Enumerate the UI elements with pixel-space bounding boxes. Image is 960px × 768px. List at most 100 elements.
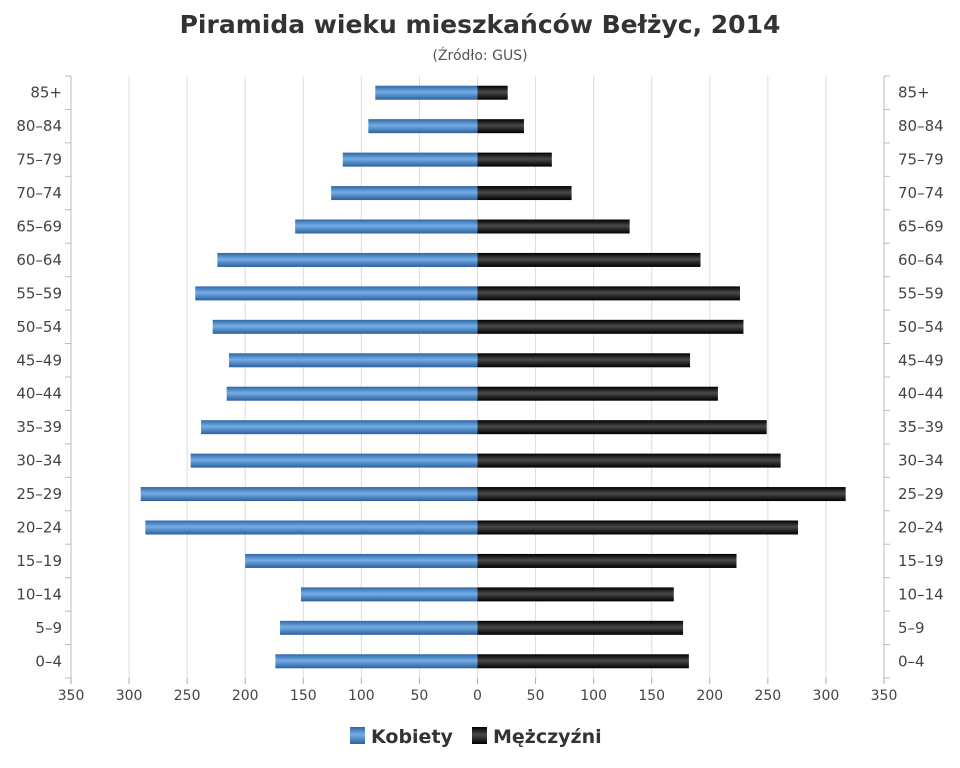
bar-kobiety <box>217 252 478 267</box>
y-tick-label-left: 80–84 <box>16 117 62 135</box>
bar-kobiety <box>190 453 478 468</box>
y-tick-label-right: 40–44 <box>898 385 944 403</box>
y-tick-label-right: 30–34 <box>898 452 944 470</box>
y-tick-label-left: 60–64 <box>16 251 62 269</box>
x-tick-label: 150 <box>290 688 317 704</box>
gridlines <box>70 76 885 678</box>
bar-kobiety <box>212 319 478 334</box>
y-tick-label-right: 5–9 <box>898 619 925 637</box>
bar-mezczyzni <box>477 386 718 401</box>
bar-mezczyzni <box>477 353 691 368</box>
y-tick-label-left: 20–24 <box>16 519 62 537</box>
x-tick-label: 100 <box>580 688 607 704</box>
bar-kobiety <box>145 520 478 535</box>
bar-mezczyzni <box>477 620 684 635</box>
y-tick-label-left: 30–34 <box>16 452 62 470</box>
y-tick-label-right: 70–74 <box>898 184 944 202</box>
axes: 350 300 250 200 150 100 50 0 50 100 150 200 250 300 35… <box>16 75 944 704</box>
bar-kobiety <box>201 420 478 435</box>
chart-subtitle: (Źródło: GUS) <box>432 46 527 64</box>
x-tick-label: 50 <box>411 688 429 704</box>
y-tick-label-left: 85+ <box>30 84 62 102</box>
bar-kobiety <box>280 620 478 635</box>
x-tick-label: 50 <box>527 688 545 704</box>
bar-mezczyzni <box>477 654 689 669</box>
y-tick-label-right: 75–79 <box>898 151 944 169</box>
bar-kobiety <box>368 119 478 134</box>
bar-mezczyzni <box>477 152 552 167</box>
bar-kobiety <box>342 152 478 167</box>
y-tick-label-left: 70–74 <box>16 184 62 202</box>
y-tick-label-right: 20–24 <box>898 519 944 537</box>
y-tick-label-right: 65–69 <box>898 218 944 236</box>
bar-kobiety <box>295 219 478 234</box>
y-tick-label-right: 0–4 <box>898 652 925 670</box>
bar-mezczyzni <box>477 520 799 535</box>
bar-mezczyzni <box>477 420 767 435</box>
bar-mezczyzni <box>477 286 740 301</box>
bar-mezczyzni <box>477 319 744 334</box>
y-tick-label-left: 65–69 <box>16 218 62 236</box>
x-tick-label: 200 <box>696 688 723 704</box>
legend-swatch <box>472 727 487 744</box>
bar-kobiety <box>275 654 478 669</box>
bar-mezczyzni <box>477 453 781 468</box>
bar-mezczyzni <box>477 219 630 234</box>
bar-mezczyzni <box>477 186 572 201</box>
bar-mezczyzni <box>477 553 737 568</box>
bar-kobiety <box>195 286 478 301</box>
y-tick-label-left: 35–39 <box>16 418 62 436</box>
y-tick-label-left: 55–59 <box>16 284 62 302</box>
legend: Kobiety Mężczyźni <box>350 726 602 748</box>
x-tick-label: 300 <box>813 688 840 704</box>
legend-item-mezczyzni[interactable]: Mężczyźni <box>472 726 602 748</box>
bar-kobiety <box>300 587 478 602</box>
x-tick-label: 150 <box>638 688 665 704</box>
y-tick-label-left: 0–4 <box>35 652 62 670</box>
y-tick-label-right: 50–54 <box>898 318 944 336</box>
legend-label: Kobiety <box>371 726 454 748</box>
legend-swatch <box>350 727 365 744</box>
bar-kobiety <box>226 386 478 401</box>
bar-mezczyzni <box>477 487 846 502</box>
y-tick-label-left: 10–14 <box>16 585 62 603</box>
y-tick-label-left: 25–29 <box>16 485 62 503</box>
bar-kobiety <box>375 85 478 100</box>
y-tick-label-right: 15–19 <box>898 552 944 570</box>
y-tick-label-right: 55–59 <box>898 284 944 302</box>
bar-mezczyzni <box>477 85 508 100</box>
bar-kobiety <box>331 186 478 201</box>
y-tick-label-left: 5–9 <box>35 619 62 637</box>
x-tick-label: 300 <box>116 688 143 704</box>
x-tick-label: 250 <box>174 688 201 704</box>
y-tick-label-right: 85+ <box>898 84 930 102</box>
legend-label: Mężczyźni <box>493 726 602 748</box>
x-tick-label: 100 <box>348 688 375 704</box>
y-tick-label-left: 75–79 <box>16 151 62 169</box>
y-tick-label-left: 45–49 <box>16 351 62 369</box>
y-tick-label-right: 45–49 <box>898 351 944 369</box>
bar-mezczyzni <box>477 119 524 134</box>
y-tick-label-right: 10–14 <box>898 585 944 603</box>
y-tick-label-left: 50–54 <box>16 318 62 336</box>
bar-mezczyzni <box>477 252 701 267</box>
y-tick-label-right: 60–64 <box>898 251 944 269</box>
bar-kobiety <box>228 353 478 368</box>
y-tick-label-right: 25–29 <box>898 485 944 503</box>
x-tick-label: 0 <box>473 688 482 704</box>
bar-kobiety <box>245 553 478 568</box>
x-tick-label: 250 <box>754 688 781 704</box>
x-tick-label: 350 <box>871 688 898 704</box>
x-tick-label: 350 <box>58 688 85 704</box>
chart-title: Piramida wieku mieszkańców Bełżyc, 2014 <box>180 10 781 39</box>
y-tick-label-right: 80–84 <box>898 117 944 135</box>
y-tick-label-left: 40–44 <box>16 385 62 403</box>
bars <box>140 85 846 669</box>
legend-item-kobiety[interactable]: Kobiety <box>350 726 454 748</box>
y-tick-label-left: 15–19 <box>16 552 62 570</box>
x-tick-label: 200 <box>232 688 259 704</box>
bar-kobiety <box>140 487 478 502</box>
bar-mezczyzni <box>477 587 674 602</box>
y-tick-label-right: 35–39 <box>898 418 944 436</box>
